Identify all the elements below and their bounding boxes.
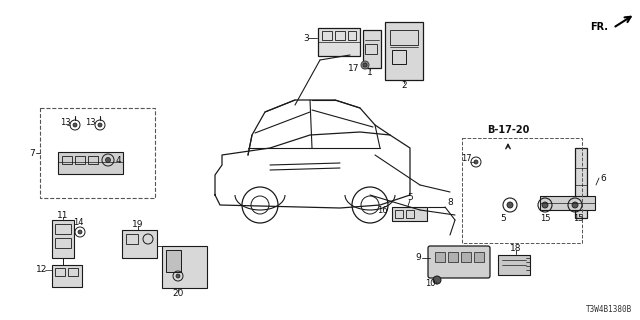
Bar	[322, 31, 332, 40]
Bar	[406, 210, 414, 218]
Text: 5: 5	[407, 193, 413, 202]
Bar	[395, 210, 403, 218]
Bar	[392, 207, 427, 221]
Bar	[166, 250, 181, 272]
Text: B-17-20: B-17-20	[487, 125, 529, 135]
Text: FR.: FR.	[590, 22, 608, 32]
Circle shape	[507, 202, 513, 208]
Circle shape	[542, 202, 548, 208]
Bar	[126, 234, 138, 244]
Circle shape	[106, 157, 111, 163]
Circle shape	[363, 63, 367, 67]
Text: 14: 14	[73, 218, 83, 227]
Bar	[52, 265, 82, 287]
Bar	[162, 246, 207, 288]
Bar	[498, 255, 530, 275]
Circle shape	[78, 230, 82, 234]
Bar	[435, 252, 445, 262]
Text: 11: 11	[57, 211, 68, 220]
Text: 6: 6	[600, 173, 606, 182]
Bar	[55, 224, 71, 234]
Bar	[385, 22, 423, 80]
Bar	[88, 156, 98, 164]
Text: 4: 4	[115, 156, 121, 164]
Text: 17: 17	[461, 154, 471, 163]
Text: 15: 15	[540, 213, 550, 222]
FancyBboxPatch shape	[428, 246, 490, 278]
Bar	[363, 30, 381, 68]
Bar	[461, 252, 471, 262]
Text: T3W4B1380B: T3W4B1380B	[586, 305, 632, 314]
Bar	[318, 28, 360, 56]
Bar	[62, 156, 72, 164]
Text: 13: 13	[84, 117, 95, 126]
Text: 17: 17	[348, 63, 360, 73]
Bar	[474, 252, 484, 262]
Bar	[68, 268, 78, 276]
Circle shape	[176, 274, 180, 278]
Text: 8: 8	[447, 197, 453, 206]
Text: 20: 20	[172, 290, 184, 299]
Text: 5: 5	[500, 213, 506, 222]
Text: 10: 10	[425, 278, 435, 287]
Bar	[392, 50, 406, 64]
Bar	[462, 138, 582, 243]
Text: 18: 18	[510, 244, 522, 252]
Text: 3: 3	[303, 34, 309, 43]
Circle shape	[73, 123, 77, 127]
Bar	[122, 230, 157, 258]
Text: 2: 2	[401, 81, 407, 90]
Bar	[40, 108, 155, 198]
Bar	[575, 148, 587, 218]
Text: 13: 13	[60, 117, 70, 126]
Bar	[365, 44, 377, 54]
Bar	[52, 220, 74, 258]
Bar	[348, 31, 356, 40]
Bar	[75, 156, 85, 164]
Bar	[448, 252, 458, 262]
Bar	[390, 30, 418, 45]
Text: 19: 19	[132, 220, 144, 228]
Text: 9: 9	[415, 253, 421, 262]
Circle shape	[98, 123, 102, 127]
Circle shape	[361, 61, 369, 69]
Text: 15: 15	[573, 213, 583, 222]
Circle shape	[474, 160, 478, 164]
Bar	[55, 268, 65, 276]
Circle shape	[572, 202, 578, 208]
Bar	[335, 31, 345, 40]
Text: 12: 12	[36, 266, 48, 275]
Bar	[55, 238, 71, 248]
Bar	[58, 152, 123, 174]
Bar	[540, 196, 595, 210]
Circle shape	[433, 276, 441, 284]
Text: 1: 1	[367, 68, 373, 76]
Text: 7: 7	[29, 148, 35, 157]
Text: 16: 16	[377, 205, 387, 214]
